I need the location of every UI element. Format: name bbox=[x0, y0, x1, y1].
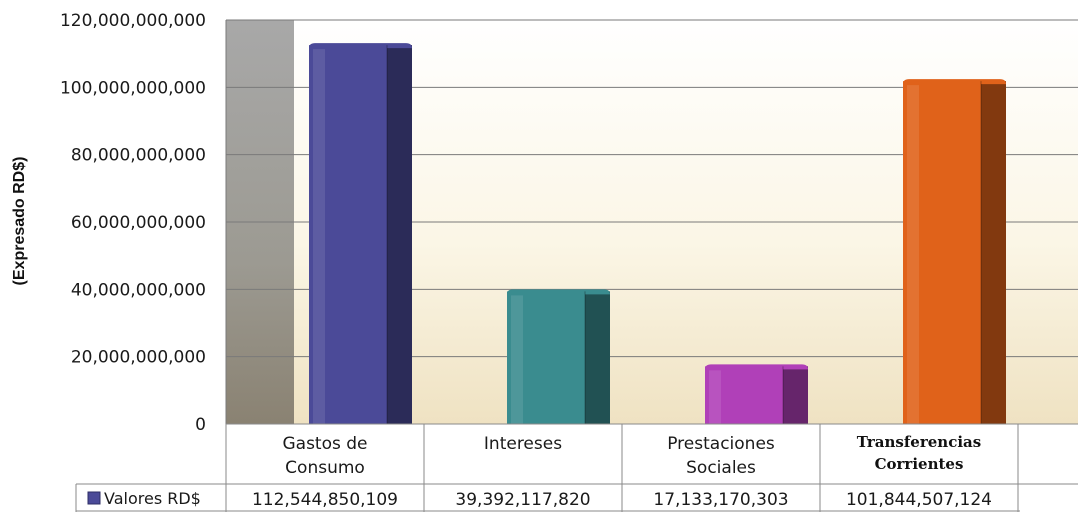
legend-label: Valores RD$ bbox=[104, 489, 201, 508]
y-tick-label: 40,000,000,000 bbox=[71, 280, 206, 300]
data-table: Gastos de Consumo Intereses Prestaciones Soc… bbox=[75, 423, 1078, 512]
y-tick-label: 120,000,000,000 bbox=[60, 11, 206, 31]
bar bbox=[309, 43, 412, 425]
y-tick-label: 0 bbox=[195, 415, 206, 435]
y-tick-label: 20,000,000,000 bbox=[71, 348, 206, 368]
bars bbox=[309, 43, 1006, 425]
data-label: 101,844,507,124 bbox=[846, 490, 992, 510]
x-tick-label: Consumo bbox=[285, 458, 365, 478]
x-tick-label: Gastos de bbox=[282, 434, 367, 454]
x-tick-label: Intereses bbox=[484, 434, 562, 454]
bar bbox=[507, 289, 610, 424]
data-label: 112,544,850,109 bbox=[252, 490, 398, 510]
y-axis-ticks: 0 20,000,000,000 40,000,000,000 60,000,000,… bbox=[60, 11, 206, 435]
bar bbox=[903, 79, 1006, 425]
data-label: 17,133,170,303 bbox=[653, 490, 788, 510]
x-tick-label: Corrientes bbox=[875, 455, 964, 473]
data-label: 39,392,117,820 bbox=[455, 490, 590, 510]
y-tick-label: 60,000,000,000 bbox=[71, 213, 206, 233]
bar bbox=[705, 364, 808, 424]
x-tick-label: Prestaciones bbox=[667, 434, 775, 454]
y-tick-label: 100,000,000,000 bbox=[60, 78, 206, 98]
legend-swatch bbox=[87, 491, 101, 505]
x-tick-label: Transferencias bbox=[857, 433, 981, 451]
y-tick-label: 80,000,000,000 bbox=[71, 146, 206, 166]
y-axis-label: (Expresado RD$) bbox=[11, 157, 28, 286]
x-tick-label: Sociales bbox=[686, 458, 756, 478]
